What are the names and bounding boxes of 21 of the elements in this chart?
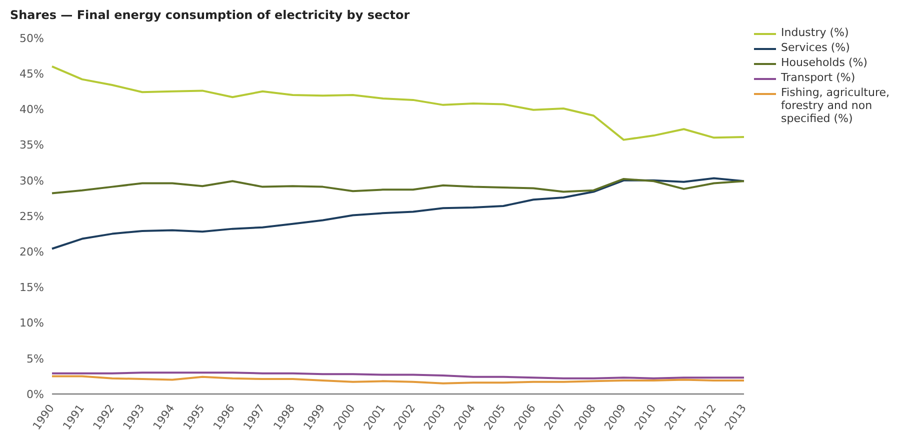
legend-label: Industry (%) (781, 26, 849, 39)
y-tick-label: 35% (20, 138, 44, 152)
legend-label: Services (%) (781, 41, 850, 54)
legend-label: Households (%) (781, 56, 868, 69)
legend-label: Transport (%) (781, 71, 856, 84)
y-tick-label: 10% (20, 316, 44, 330)
y-tick-label: 50% (20, 32, 44, 45)
y-tick-label: 15% (20, 281, 44, 294)
line-series (51, 178, 745, 194)
chart-title: Shares — Final energy consumption of electricity by sector (10, 8, 411, 22)
y-tick-label: 30% (20, 174, 44, 188)
line-series (51, 65, 745, 141)
y-tick-label: 5% (26, 352, 44, 366)
legend-label: Fishing, agriculture, forestry and non specified (%) (781, 86, 890, 125)
line-series (51, 375, 745, 384)
line-series (51, 177, 745, 250)
y-tick-label: 0% (26, 388, 44, 401)
y-tick-label: 40% (20, 103, 44, 116)
y-tick-label: 25% (20, 210, 44, 223)
y-tick-label: 20% (20, 246, 44, 259)
y-tick-label: 45% (20, 68, 44, 81)
